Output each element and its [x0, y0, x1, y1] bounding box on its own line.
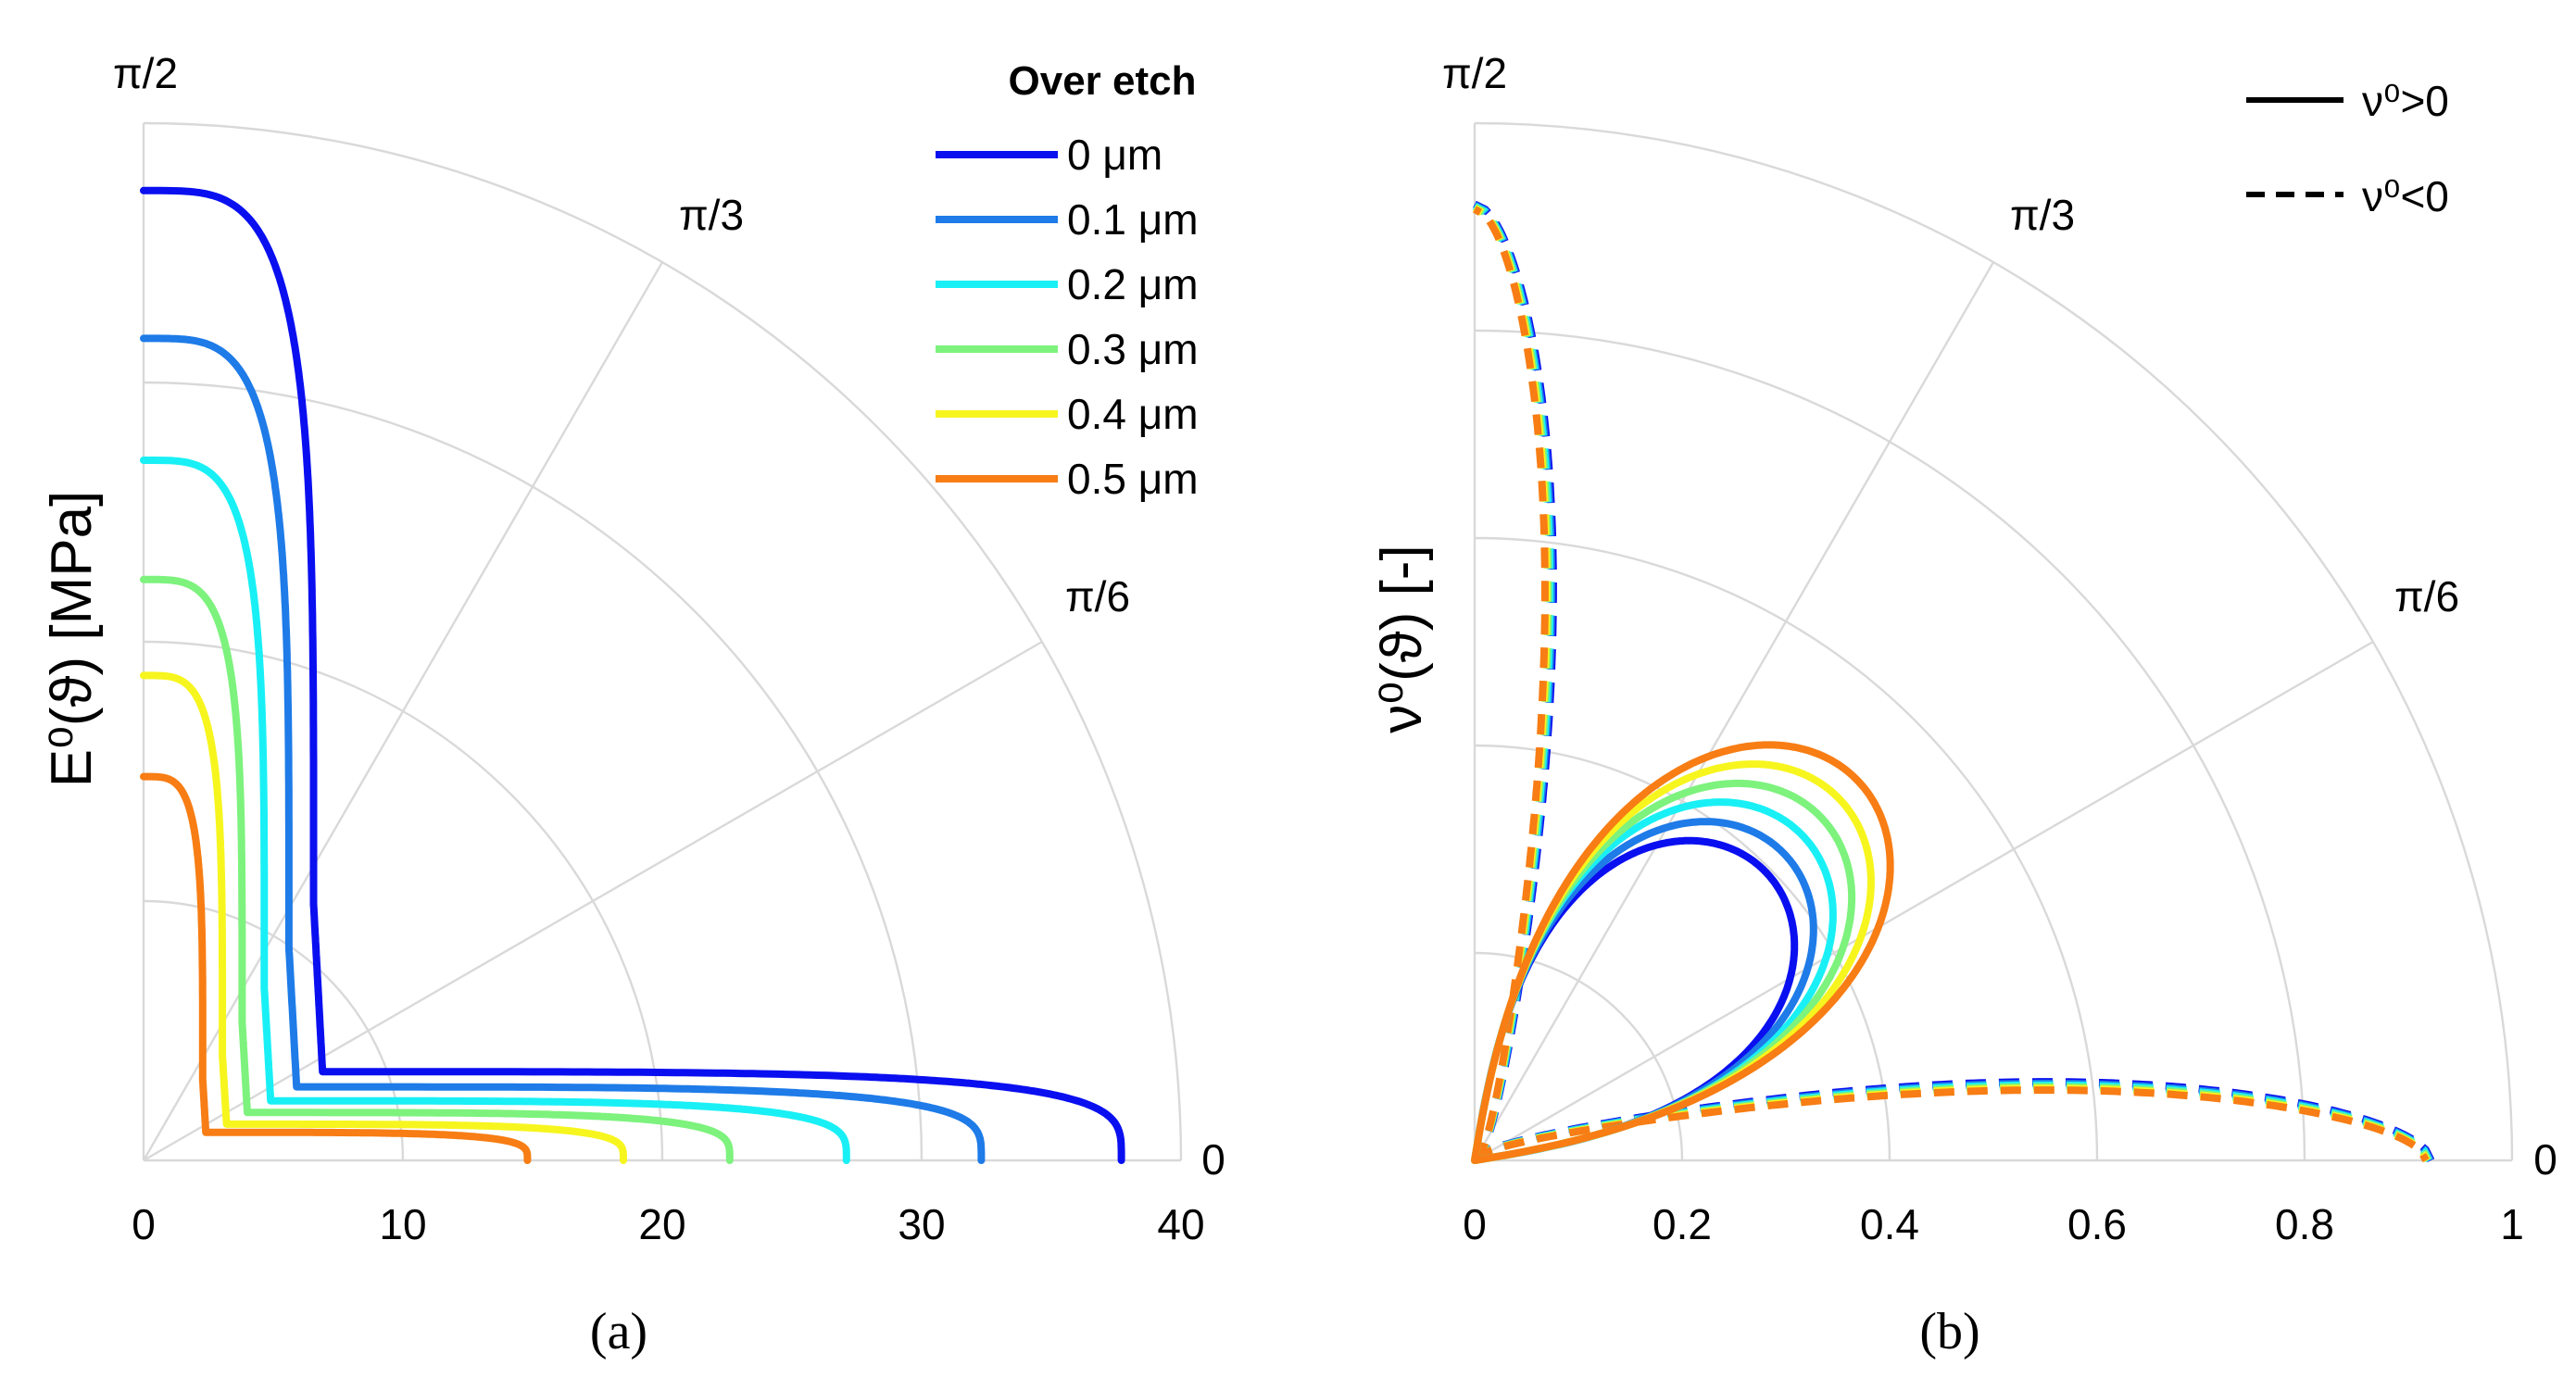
- panel-b-grid-ring-2: [1474, 744, 1891, 1161]
- panel-a-r-tick-20: 20: [638, 1200, 685, 1248]
- panel-b-positive-lobe-5: [1471, 741, 1894, 1164]
- panel-b-theta-tick-0: 0: [2533, 1135, 2557, 1184]
- legend-entry-0: 0 μm: [936, 131, 1162, 179]
- panel-a-curves: [140, 186, 1125, 1164]
- panel-a-series-1: [140, 334, 986, 1164]
- panel-a-r-tick-40: 40: [1157, 1200, 1204, 1248]
- panel-b-poisson-polar-plot: π/2 π/3 π/6 0 0 0.2 0.4 0.6 0.8 1 ν⁰(ϑ) …: [1370, 49, 2557, 1360]
- panel-b-positive-lobe-0: [1471, 836, 1799, 1164]
- panel-b-legend: ν⁰>0 ν⁰<0: [2246, 77, 2449, 220]
- panel-a-series-4: [140, 671, 627, 1164]
- panel-a-r-tick-0: 0: [132, 1200, 156, 1248]
- panel-a-grid-spoke-30: [143, 640, 1043, 1162]
- panel-b-r-tick-0.4: 0.4: [1860, 1200, 1919, 1248]
- panel-a-series-5: [140, 772, 532, 1164]
- panel-b-grid-spoke-60: [1473, 261, 1995, 1161]
- panel-b-r-tick-0.6: 0.6: [2067, 1200, 2127, 1248]
- panel-b-grid-ring-4: [1474, 329, 2306, 1161]
- panel-a-grid-ring-2: [143, 640, 664, 1161]
- panel-b-theta-tick-pi-6: π/6: [2394, 572, 2459, 620]
- panel-b-grid-ring-3: [1474, 536, 2099, 1161]
- panel-b-negative-lobe-low-5: [1472, 1086, 2430, 1163]
- panel-b-grid-spoke-30: [1474, 640, 2374, 1162]
- panel-a-label: (a): [590, 1303, 647, 1360]
- legend-entry-3: 0.3 μm: [936, 325, 1199, 373]
- panel-a-legend: Over etch 0 μm 0.1 μm 0.2 μm 0.3 μm 0.4 …: [936, 58, 1199, 503]
- legend-label-5: 0.5 μm: [1067, 455, 1199, 503]
- legend-label-3: 0.3 μm: [1067, 325, 1199, 373]
- panel-b-label: (b): [1919, 1303, 1979, 1360]
- panel-a-grid-ring-4: [143, 121, 1183, 1161]
- panel-a-energy-polar-plot: π/2 π/3 π/6 0 0 10 20 30 40 E⁰(ϑ) [MPa] …: [40, 49, 1225, 1360]
- panel-b-r-tick-0.8: 0.8: [2275, 1200, 2334, 1248]
- panel-b-r-tick-1: 1: [2500, 1200, 2524, 1248]
- panel-b-r-tick-0: 0: [1463, 1200, 1487, 1248]
- panel-b-r-tick-0.2: 0.2: [1652, 1200, 1712, 1248]
- panel-a-theta-tick-0: 0: [1201, 1135, 1225, 1184]
- panel-b-ylabel: ν⁰(ϑ) [-]: [1370, 545, 1434, 733]
- panel-a-ylabel: E⁰(ϑ) [MPa]: [40, 491, 104, 788]
- panel-b-grid: [1473, 121, 2514, 1162]
- legend-label-2: 0.2 μm: [1067, 260, 1199, 308]
- panel-b-negative-lobe-high-5: [1472, 206, 1549, 1163]
- legend-entry-1: 0.1 μm: [936, 195, 1199, 244]
- panel-a-r-tick-10: 10: [379, 1200, 426, 1248]
- panel-b-theta-tick-pi-2: π/2: [1442, 49, 1507, 97]
- panel-b-curves: [1471, 200, 2435, 1164]
- panel-a-series-3: [140, 575, 734, 1164]
- legend-entry-5: 0.5 μm: [936, 455, 1199, 503]
- panel-a-grid-ring-3: [143, 381, 924, 1161]
- legend-entry-positive: ν⁰>0: [2246, 77, 2449, 125]
- panel-b-grid-ring-5: [1474, 121, 2514, 1161]
- legend-entry-2: 0.2 μm: [936, 260, 1199, 308]
- panel-a-r-tick-30: 30: [898, 1200, 945, 1248]
- panel-a-theta-tick-pi-6: π/6: [1065, 572, 1130, 620]
- legend-entry-negative: ν⁰<0: [2246, 172, 2449, 220]
- legend-label-0: 0 μm: [1067, 131, 1162, 179]
- legend-entry-4: 0.4 μm: [936, 390, 1199, 438]
- panel-b-positive-lobe-3: [1471, 779, 1856, 1164]
- legend-label-4: 0.4 μm: [1067, 390, 1199, 438]
- legend-label-negative: ν⁰<0: [2362, 172, 2449, 220]
- panel-a-series-2: [140, 457, 850, 1164]
- panel-a-theta-tick-pi-3: π/3: [679, 191, 744, 239]
- legend-label-positive: ν⁰>0: [2362, 77, 2449, 125]
- panel-a-grid-spoke-60: [142, 261, 664, 1161]
- panel-a-grid: [142, 121, 1183, 1162]
- legend-title: Over etch: [1009, 58, 1197, 104]
- legend-label-1: 0.1 μm: [1067, 195, 1199, 244]
- panel-b-positive-lobe-1: [1471, 818, 1817, 1164]
- panel-a-theta-tick-pi-2: π/2: [113, 49, 178, 97]
- panel-b-theta-tick-pi-3: π/3: [2010, 191, 2075, 239]
- panel-a-series-0: [140, 186, 1125, 1164]
